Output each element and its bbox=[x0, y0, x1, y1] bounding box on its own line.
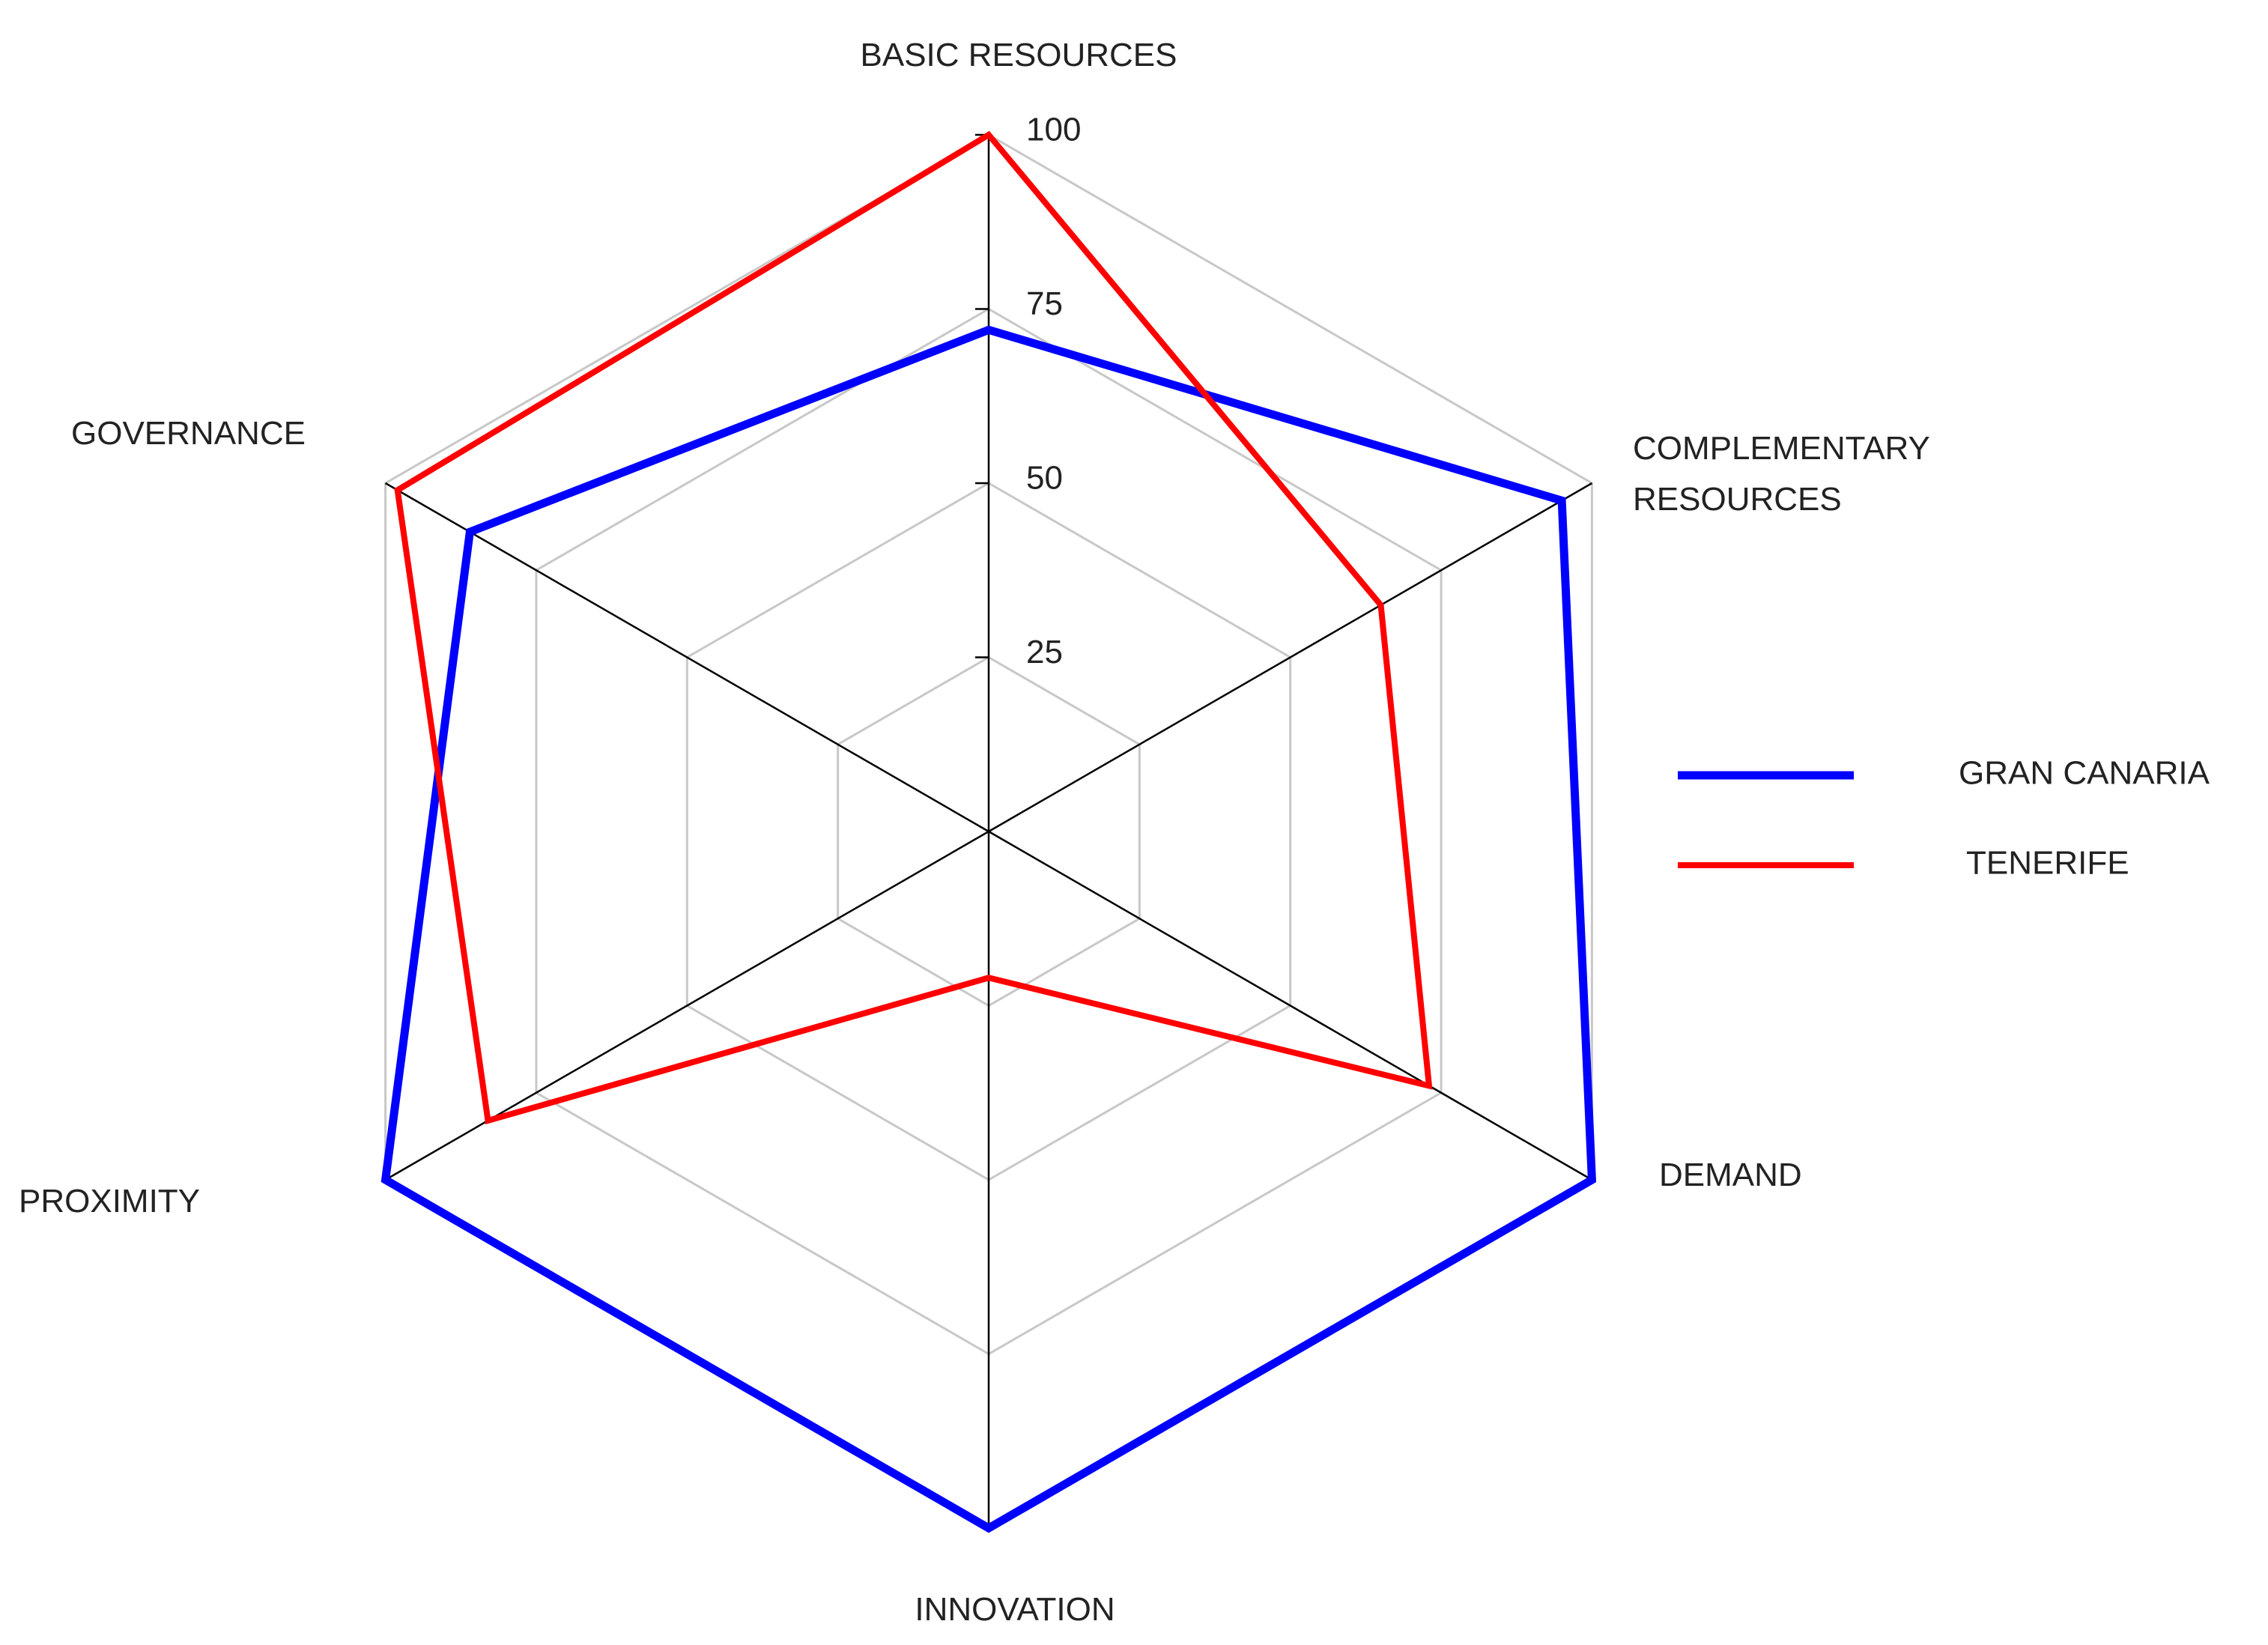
series-line bbox=[380, 325, 1597, 1533]
axis-label: BASIC RESOURCES bbox=[860, 37, 1177, 73]
axis-line bbox=[988, 482, 1593, 833]
tick-label: 25 bbox=[1026, 634, 1063, 670]
legend-label: TENERIFE bbox=[1966, 845, 2129, 882]
axis-line bbox=[384, 482, 989, 833]
axis-label: COMPLEMENTARY RESOURCES bbox=[1633, 430, 1930, 518]
legend-label: GRAN CANARIA bbox=[1959, 755, 2210, 792]
series-line bbox=[394, 130, 1433, 1125]
axis-line bbox=[988, 830, 1593, 1181]
axis-label: PROXIMITY bbox=[19, 1183, 201, 1220]
tick-label: 75 bbox=[1026, 285, 1063, 322]
axis-label: DEMAND bbox=[1659, 1157, 1802, 1193]
axis-label: INNOVATION bbox=[915, 1591, 1115, 1628]
tick-label: 100 bbox=[1026, 112, 1081, 148]
tick-label: 50 bbox=[1026, 460, 1063, 497]
axis-label: GOVERNANCE bbox=[71, 415, 306, 452]
